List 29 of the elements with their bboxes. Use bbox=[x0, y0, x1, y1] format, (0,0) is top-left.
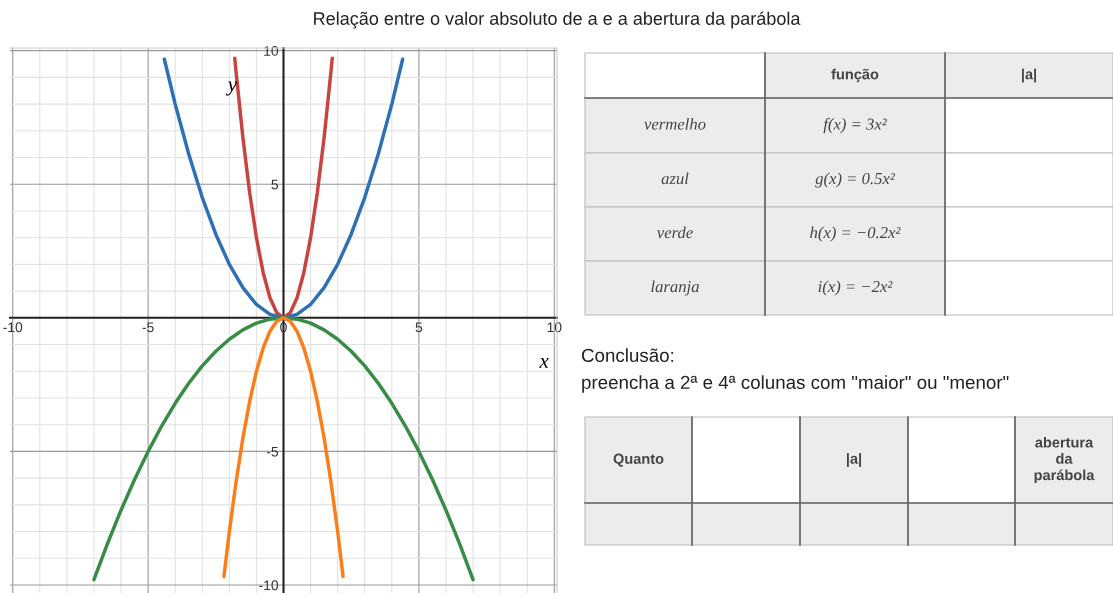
text: preencha a 2ª e 4ª colunas com "maior" ou "menor" bbox=[582, 375, 1009, 393]
text: laranja bbox=[651, 280, 699, 296]
y-tick-label: -5 bbox=[266, 446, 279, 457]
line-series bbox=[92, 316, 475, 582]
x-axis-title: x bbox=[539, 358, 549, 368]
text: h(x) = −0.2x² bbox=[810, 226, 901, 242]
text: |a| bbox=[1021, 68, 1037, 83]
text: Quanto bbox=[613, 453, 664, 467]
text: f(x) = 3x² bbox=[823, 117, 887, 134]
x-tick-label: -5 bbox=[142, 322, 154, 333]
y-tick-label: -10 bbox=[259, 580, 279, 591]
text: Conclusão: bbox=[581, 348, 674, 363]
text: azul bbox=[661, 172, 689, 185]
text: função bbox=[831, 68, 879, 83]
x-tick-label: 10 bbox=[547, 322, 562, 333]
y-tick-label: 5 bbox=[271, 179, 279, 190]
y-tick-label: 10 bbox=[264, 46, 279, 56]
text: i(x) = −2x² bbox=[818, 280, 893, 296]
x-tick-label: -10 bbox=[3, 322, 23, 333]
x-tick-label: 5 bbox=[415, 322, 423, 333]
line-series bbox=[222, 316, 345, 579]
text: abertura da parábola bbox=[1034, 436, 1095, 484]
chart-title: Relação entre o valor absoluto de a e a abertura da parábola bbox=[314, 11, 801, 29]
text: verde bbox=[657, 226, 693, 239]
y-axis-title: y bbox=[226, 81, 238, 96]
text: vermelho bbox=[644, 117, 706, 130]
text: |a| bbox=[846, 453, 862, 467]
line-series bbox=[162, 57, 405, 320]
text: g(x) = 0.5x² bbox=[815, 172, 896, 188]
